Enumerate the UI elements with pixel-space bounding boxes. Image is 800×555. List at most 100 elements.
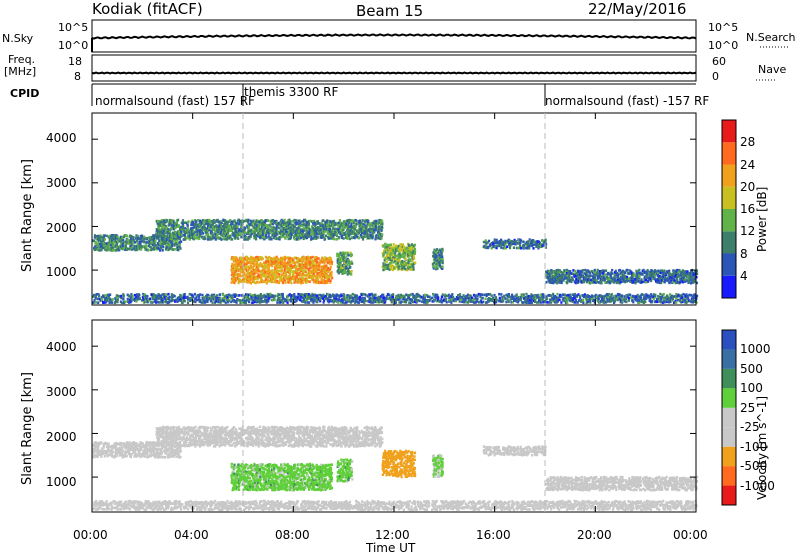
power-cell	[442, 258, 444, 261]
power-cell	[381, 220, 383, 223]
power-cell	[265, 234, 267, 237]
power-cell	[243, 272, 245, 275]
power-cell	[579, 295, 581, 298]
power-cell	[231, 297, 233, 300]
power-cell	[269, 293, 271, 296]
power-cell	[361, 219, 363, 222]
power-cell	[632, 299, 634, 302]
power-cell	[220, 238, 222, 241]
power-cell	[496, 239, 498, 242]
power-cell	[361, 222, 363, 225]
power-cell	[182, 219, 184, 222]
power-cell	[401, 300, 403, 303]
power-cell	[663, 293, 665, 296]
power-cell	[316, 301, 318, 304]
power-cell	[414, 244, 416, 247]
power-cell	[488, 240, 490, 243]
power-cell	[145, 244, 147, 247]
power-cell	[382, 294, 384, 297]
power-cell	[403, 246, 405, 249]
power-cell	[318, 257, 320, 260]
power-cell	[431, 297, 433, 300]
power-cell	[207, 238, 209, 241]
power-cell	[557, 293, 559, 296]
power-cell	[405, 301, 407, 304]
power-cell	[495, 296, 497, 299]
power-cell	[231, 238, 233, 241]
power-cell	[372, 234, 374, 237]
power-region-3	[230, 256, 333, 285]
power-cell	[555, 296, 557, 299]
power-cell	[375, 226, 377, 229]
power-cell	[192, 296, 194, 299]
power-cell	[333, 238, 335, 241]
power-cell	[539, 299, 541, 302]
power-cell	[441, 255, 443, 258]
power-cell	[257, 273, 259, 276]
power-cell	[411, 243, 413, 246]
power-cell	[250, 265, 252, 268]
power-cell	[388, 294, 390, 297]
power-cell	[141, 235, 143, 238]
power-cell	[330, 279, 332, 282]
power-cell	[491, 294, 493, 297]
power-cell	[504, 297, 506, 300]
power-cell	[216, 234, 218, 237]
power-cell	[413, 268, 415, 271]
power-cell	[117, 235, 119, 238]
power-cell	[663, 301, 665, 304]
power-cell	[257, 264, 259, 267]
power-cell	[386, 297, 388, 300]
power-cell	[396, 249, 398, 252]
power-cell	[308, 223, 310, 226]
power-cell	[197, 219, 199, 222]
power-cell	[660, 298, 662, 301]
power-cell	[350, 261, 352, 264]
power-cell	[582, 299, 584, 302]
power-cell	[194, 293, 196, 296]
power-cell	[236, 299, 238, 302]
power-cell	[299, 221, 301, 224]
power-cell	[163, 293, 165, 296]
power-cell	[424, 294, 426, 297]
power-cell	[240, 257, 242, 260]
power-cell	[414, 250, 416, 253]
power-cell	[338, 236, 340, 239]
power-cell	[138, 294, 140, 297]
power-cell	[520, 247, 522, 250]
power-cell	[180, 294, 182, 297]
power-cell	[413, 257, 415, 260]
power-cell	[414, 262, 416, 265]
power-cell	[98, 294, 100, 297]
power-cell	[392, 296, 394, 299]
power-cell	[162, 249, 164, 252]
power-cell	[250, 220, 252, 223]
power-cell	[523, 293, 525, 296]
power-cell	[206, 301, 208, 304]
power-cell	[450, 301, 452, 304]
power-cell	[346, 294, 348, 297]
power-cell	[442, 262, 444, 265]
power-cell	[123, 295, 125, 298]
power-cell	[395, 255, 397, 258]
power-cell	[261, 219, 263, 222]
power-cell	[276, 301, 278, 304]
power-cell	[338, 271, 340, 274]
power-cell	[271, 269, 273, 272]
power-cell	[202, 232, 204, 235]
power-cell	[629, 294, 631, 297]
power-cell	[122, 245, 124, 248]
power-cell	[666, 294, 668, 297]
power-cell	[154, 240, 156, 243]
power-cell	[267, 300, 269, 303]
power-cell	[419, 300, 421, 303]
power-cell	[570, 296, 572, 299]
power-cell	[276, 228, 278, 231]
power-cell	[146, 241, 148, 244]
power-cell	[165, 238, 167, 241]
power-cell	[204, 237, 206, 240]
power-cell	[532, 244, 534, 247]
power-cell	[235, 270, 237, 273]
power-cell	[122, 241, 124, 244]
power-cell	[278, 273, 280, 276]
